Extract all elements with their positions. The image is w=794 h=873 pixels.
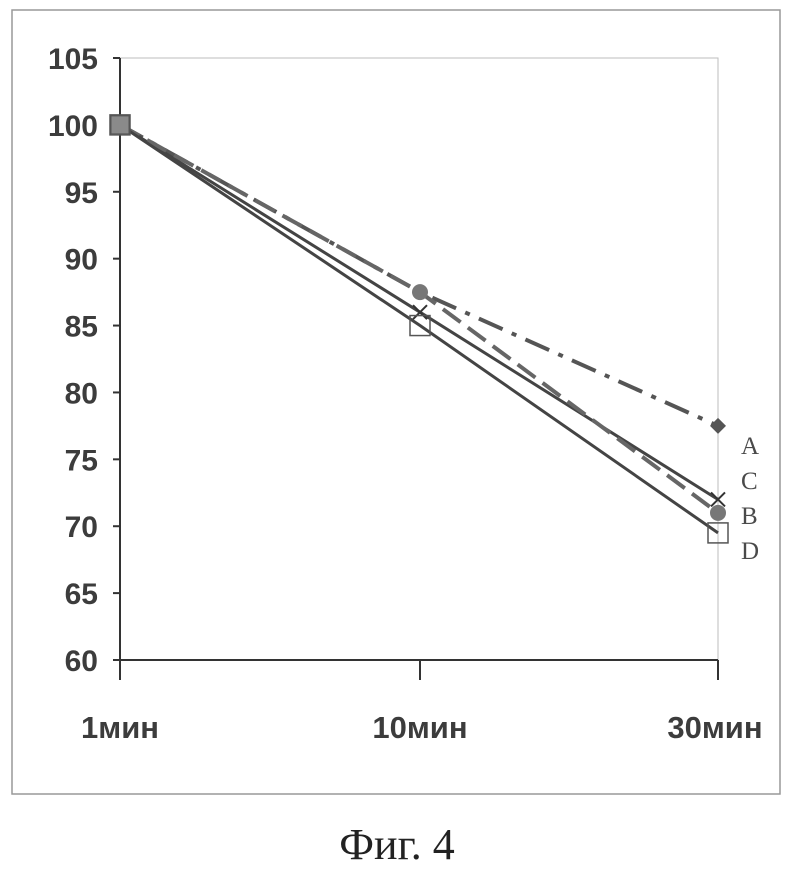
series-labels: ACBD [741, 433, 759, 565]
y-tick-label: 100 [48, 110, 98, 143]
y-tick-label: 85 [65, 311, 98, 344]
series-A [112, 117, 726, 434]
data-point-circle [412, 284, 428, 300]
y-tick-label: 70 [65, 511, 98, 544]
series-label-C: C [741, 468, 758, 495]
y-tick-label: 80 [65, 377, 98, 410]
series-label-A: A [741, 433, 759, 460]
series-line [120, 125, 718, 513]
y-tick-label: 105 [48, 43, 98, 76]
series-label-D: D [741, 538, 759, 565]
x-tick-label: 10мин [372, 710, 467, 745]
data-point-diamond [710, 418, 726, 434]
series-label-B: B [741, 503, 758, 530]
x-tick-label: 30мин [667, 710, 762, 745]
data-point-cross [413, 305, 427, 319]
y-tick-label: 95 [65, 177, 98, 210]
y-tick-label: 75 [65, 444, 98, 477]
start-point-marker [111, 116, 129, 134]
plot-area-border [120, 58, 718, 660]
data-point-circle [710, 505, 726, 521]
y-tick-label: 90 [65, 244, 98, 277]
series-layer [110, 115, 728, 543]
x-tick-label: 1мин [81, 710, 159, 745]
y-tick-label: 65 [65, 578, 98, 611]
series-line [120, 125, 718, 533]
series-D [110, 115, 728, 543]
y-tick-label: 60 [65, 645, 98, 678]
figure-caption: Фиг. 4 [0, 820, 794, 870]
series-line [120, 125, 718, 426]
